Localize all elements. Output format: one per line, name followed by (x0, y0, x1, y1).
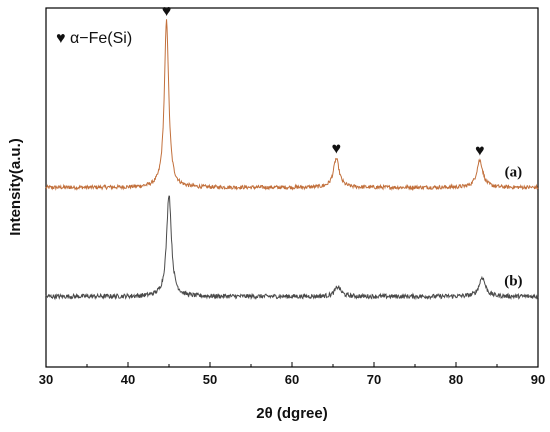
series-label-b: (b) (504, 273, 522, 289)
x-tick-label: 60 (285, 372, 299, 387)
series-line-a (45, 19, 539, 192)
marker-layer: ♥ ♥ ♥ (162, 3, 485, 159)
y-axis-title: Intensity(a.u.) (7, 138, 24, 236)
peak-heart-icon-3: ♥ (475, 142, 485, 159)
x-tick-label: 30 (39, 372, 53, 387)
x-axis-title: 2θ (dgree) (256, 405, 327, 422)
x-tick-label: 40 (121, 372, 135, 387)
series-line-b (45, 195, 539, 301)
x-tick-label: 90 (531, 372, 545, 387)
peak-heart-icon-2: ♥ (332, 141, 342, 158)
x-tick-label: 70 (367, 372, 381, 387)
series-label-a: (a) (505, 164, 523, 180)
x-tick-label: 50 (203, 372, 217, 387)
series-layer: (a) (b) (45, 19, 539, 301)
tick-layer: 30 40 50 60 70 80 90 (39, 362, 545, 387)
legend-label: α−Fe(Si) (70, 30, 132, 47)
peak-heart-icon-1: ♥ (162, 3, 172, 20)
legend-heart-icon: ♥ (56, 30, 66, 47)
legend: ♥ α−Fe(Si) (56, 30, 132, 47)
x-tick-label: 80 (449, 372, 463, 387)
